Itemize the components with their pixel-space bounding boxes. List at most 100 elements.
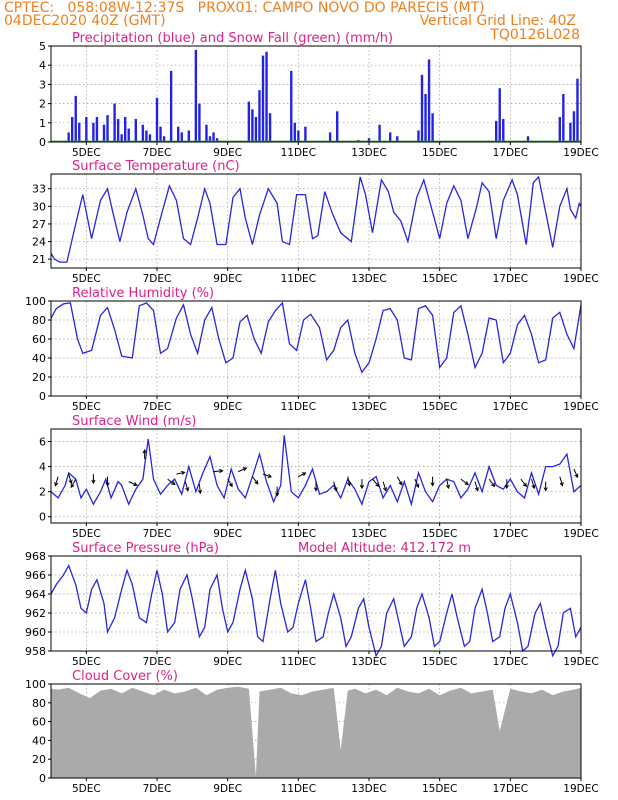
wind-arrow-head (219, 468, 224, 474)
y-tick-label: 21 (32, 253, 46, 266)
wind-arrow-head (275, 492, 280, 497)
y-tick-label: 960 (25, 626, 46, 639)
panel-4-series-line (50, 435, 582, 507)
precip-bar (424, 94, 427, 142)
wind-arrow-head (491, 482, 496, 488)
y-tick-label: 60 (32, 333, 46, 346)
wind-arrow-head (54, 482, 59, 487)
x-tick-label: 9DEC (213, 147, 242, 159)
x-tick-label: 15DEC (422, 147, 457, 159)
precip-bar (265, 51, 268, 143)
x-tick-label: 13DEC (351, 528, 386, 540)
x-tick-label: 9DEC (213, 528, 242, 540)
x-tick-label: 9DEC (213, 401, 242, 413)
precip-bar (127, 128, 130, 142)
wind-arrow (474, 481, 479, 491)
wind-arrow-head (346, 482, 352, 487)
x-tick-label: 15DEC (422, 528, 457, 540)
precip-bar (420, 74, 424, 142)
wind-arrow-head (531, 484, 536, 490)
header-model-code: TQ0126L028 (490, 27, 580, 43)
x-tick-label: 9DEC (213, 783, 242, 795)
wind-arrow-head (464, 481, 469, 486)
y-tick-label: 4 (39, 461, 46, 474)
x-tick-label: 17DEC (493, 783, 528, 795)
x-tick-label: 7DEC (143, 401, 172, 413)
wind-arrow-head (70, 483, 75, 489)
precip-bar (431, 113, 434, 142)
y-tick-label: 20 (32, 371, 46, 384)
y-tick-label: 6 (39, 436, 46, 449)
precip-bar (396, 136, 399, 142)
precip-bar (159, 126, 162, 142)
y-tick-label: 968 (25, 550, 46, 563)
wind-arrow-head (504, 484, 509, 490)
wind-arrow-head (559, 482, 564, 487)
precip-bar (180, 132, 183, 142)
y-tick-label: 964 (25, 588, 46, 601)
precip-bar (198, 103, 201, 142)
precip-bar (74, 95, 77, 142)
wind-arrow (213, 470, 223, 473)
wind-arrow-head (445, 484, 451, 490)
wind-arrow-head (543, 487, 548, 492)
wind-arrow-head (430, 482, 435, 487)
wind-arrow (54, 476, 59, 486)
precip-bar (378, 124, 381, 142)
x-tick-label: 19DEC (563, 147, 598, 159)
wind-arrow (262, 473, 272, 478)
wind-arrow-head (133, 482, 138, 487)
precip-bar (187, 130, 190, 142)
precip-bar (205, 124, 208, 142)
wind-arrow (573, 468, 578, 478)
header-grid-line: Vertical Grid Line: 40Z (419, 13, 576, 29)
wind-arrow (298, 472, 306, 478)
wind-arrow (167, 478, 176, 485)
precip-bar (293, 122, 296, 142)
panel-3-frame (50, 300, 582, 397)
y-tick-label: 100 (25, 678, 46, 691)
x-tick-label: 11DEC (281, 147, 316, 159)
precip-bar (254, 117, 258, 142)
precip-bar (526, 136, 530, 142)
precip-bar (162, 136, 166, 142)
precip-bar (208, 136, 212, 142)
precip-bar (498, 88, 501, 142)
x-tick-label: 19DEC (563, 656, 598, 668)
precip-bar (212, 132, 215, 142)
precip-bar (145, 130, 148, 142)
precip-bar (92, 122, 95, 142)
precip-bar (106, 115, 109, 142)
x-tick-label: 5DEC (72, 656, 101, 668)
wind-arrow-head (398, 481, 403, 486)
wind-arrow (333, 481, 337, 491)
panel-5-annotation: Model Altitude: 412.172 m (298, 541, 471, 556)
wind-arrow-head (375, 482, 380, 488)
wind-arrow-head (228, 482, 233, 488)
precip-bar (562, 94, 565, 142)
y-tick-label: 1 (39, 117, 46, 130)
wind-arrow-head (171, 481, 176, 486)
x-tick-label: 17DEC (493, 401, 528, 413)
header-datetime: 04DEC2020 40Z (GMT) (4, 13, 166, 29)
precip-bar (95, 117, 99, 142)
wind-arrow (488, 478, 495, 487)
cloud-area (51, 686, 581, 778)
wind-arrow-head (142, 449, 147, 454)
precip-bar (141, 124, 145, 142)
wind-arrow (251, 476, 259, 485)
wind-arrow (176, 471, 185, 475)
y-tick-label: 0 (39, 772, 46, 785)
y-tick-label: 962 (25, 607, 46, 620)
x-tick-label: 5DEC (72, 273, 101, 285)
wind-arrow-head (574, 473, 579, 479)
precip-bar (215, 138, 219, 142)
wind-arrow (227, 478, 233, 487)
wind-arrow (520, 478, 527, 487)
wind-arrow-head (105, 482, 110, 487)
precip-bar (576, 78, 579, 142)
y-tick-label: 0 (39, 511, 46, 524)
panel-2-frame (50, 173, 582, 269)
x-tick-label: 17DEC (493, 528, 528, 540)
